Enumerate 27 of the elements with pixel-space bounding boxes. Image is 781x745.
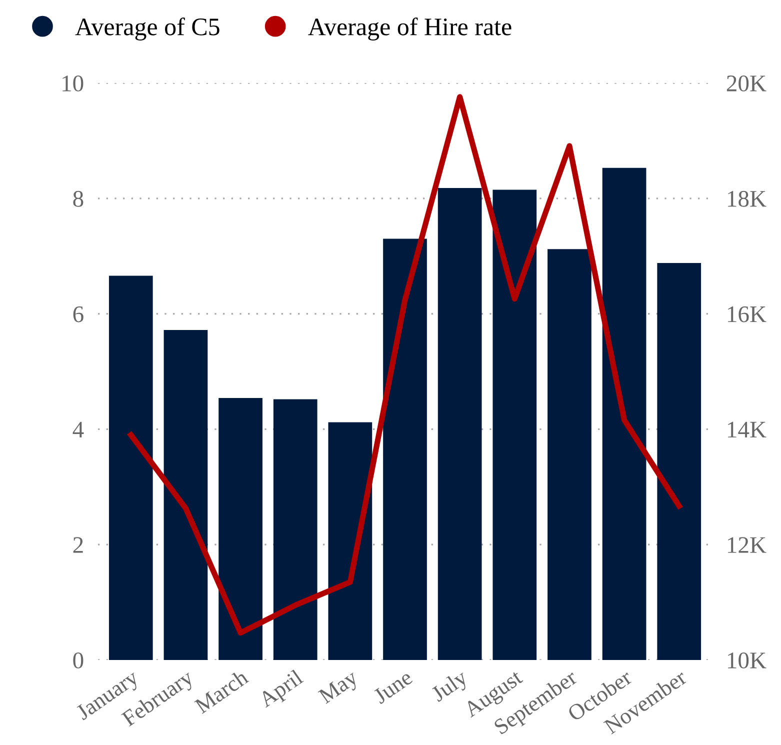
legend-label: Average of C5	[75, 18, 220, 40]
bar	[218, 398, 262, 660]
bar	[602, 168, 646, 660]
y-tick-label: 4	[72, 422, 84, 438]
y-tick-label: 8	[73, 190, 84, 207]
bar	[438, 188, 482, 660]
x-tick-label: May	[318, 669, 362, 708]
bar	[548, 249, 592, 660]
bar	[657, 263, 702, 660]
bar	[383, 238, 427, 660]
bar	[328, 422, 372, 660]
y-tick-label: 10	[62, 75, 84, 92]
y2-tick-label: 10K	[728, 652, 766, 668]
bar	[108, 276, 153, 660]
y-tick-label: 0	[73, 652, 84, 668]
y-tick-label: 2	[73, 537, 83, 553]
y2-tick-label: 12K	[728, 537, 766, 553]
y2-tick-label: 16K	[728, 306, 766, 322]
y2-tick-label: 14K	[728, 422, 766, 438]
y2-tick-label: 18K	[728, 190, 766, 207]
y-tick-label: 6	[73, 306, 84, 322]
bar	[164, 330, 208, 660]
bar	[273, 399, 318, 660]
y2-tick-label: 20K	[726, 75, 766, 92]
legend-label: Average of Hire rate	[308, 18, 512, 40]
x-tick-label: June	[372, 669, 414, 704]
bar	[492, 190, 537, 660]
